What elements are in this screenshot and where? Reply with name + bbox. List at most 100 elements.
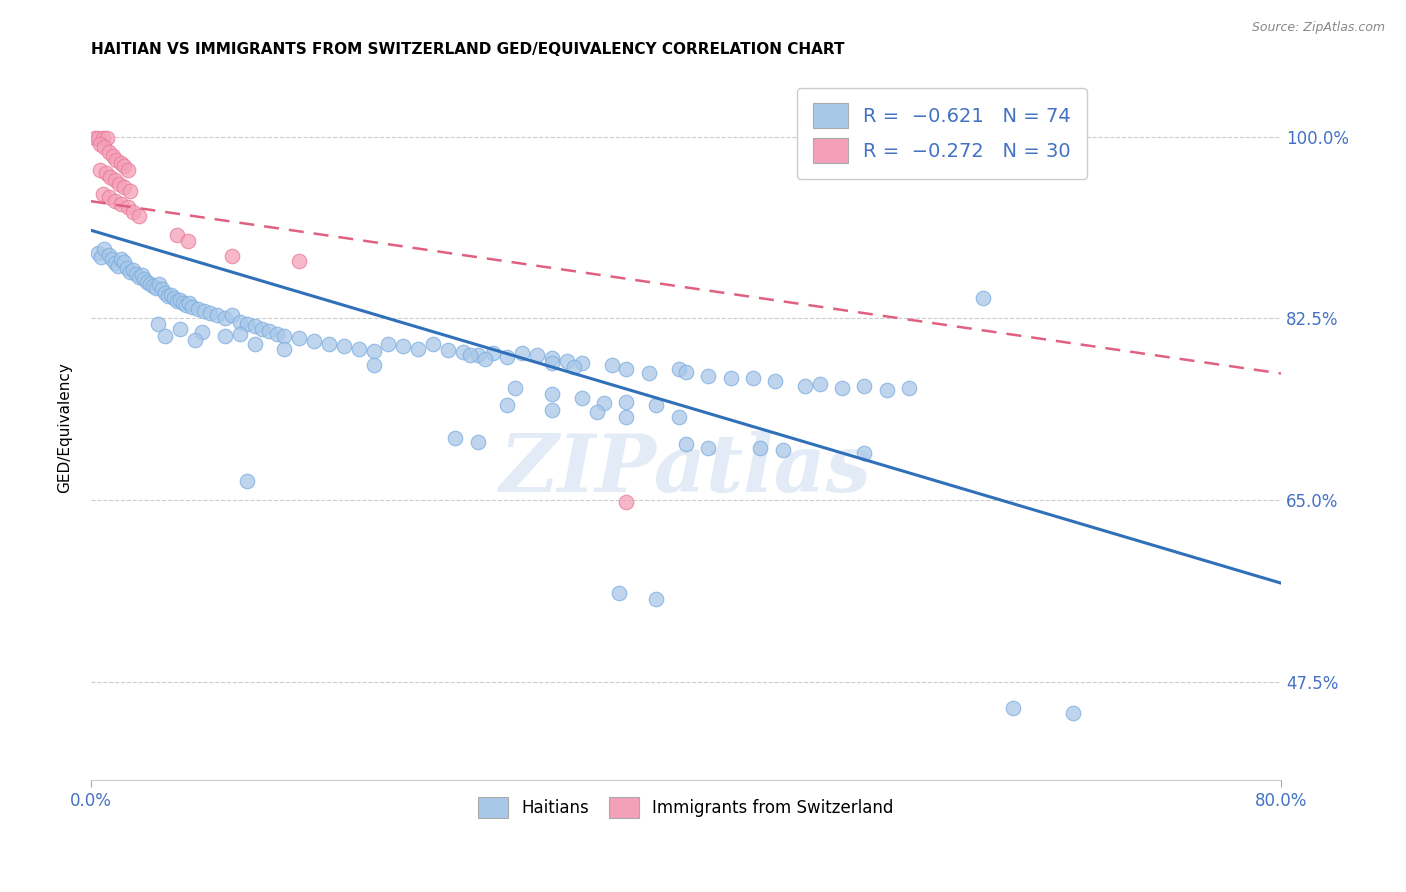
Point	[148, 277, 170, 292]
Point	[89, 137, 111, 152]
Point	[89, 163, 111, 178]
Point	[184, 333, 207, 347]
Point	[97, 190, 120, 204]
Point	[510, 345, 533, 359]
Point	[600, 358, 623, 372]
Point	[169, 322, 191, 336]
Point	[363, 358, 385, 372]
Point	[236, 317, 259, 331]
Legend: Haitians, Immigrants from Switzerland: Haitians, Immigrants from Switzerland	[471, 790, 900, 825]
Point	[645, 591, 668, 606]
Point	[87, 131, 110, 145]
Point	[496, 398, 519, 412]
Point	[91, 186, 114, 201]
Point	[236, 475, 259, 489]
Point	[972, 291, 994, 305]
Point	[90, 250, 112, 264]
Point	[392, 339, 415, 353]
Point	[637, 367, 659, 381]
Text: ZIPatlas: ZIPatlas	[501, 431, 872, 508]
Point	[145, 281, 167, 295]
Point	[675, 366, 697, 380]
Point	[228, 326, 250, 341]
Point	[105, 153, 128, 167]
Point	[541, 356, 564, 370]
Point	[347, 342, 370, 356]
Point	[221, 309, 243, 323]
Point	[363, 343, 385, 358]
Point	[1062, 706, 1084, 720]
Point	[191, 325, 214, 339]
Point	[458, 348, 481, 362]
Point	[898, 381, 921, 395]
Point	[451, 344, 474, 359]
Point	[318, 337, 340, 351]
Point	[720, 370, 742, 384]
Point	[697, 441, 720, 455]
Point	[616, 410, 638, 425]
Point	[555, 354, 578, 368]
Point	[117, 201, 139, 215]
Point	[302, 334, 325, 349]
Point	[467, 434, 489, 449]
Point	[474, 351, 496, 366]
Point	[174, 298, 197, 312]
Point	[118, 265, 141, 279]
Point	[112, 179, 135, 194]
Point	[853, 446, 876, 460]
Point	[107, 259, 129, 273]
Point	[97, 248, 120, 262]
Point	[763, 374, 786, 388]
Point	[84, 131, 107, 145]
Point	[585, 405, 607, 419]
Point	[121, 262, 143, 277]
Point	[593, 395, 616, 409]
Point	[288, 254, 311, 268]
Point	[675, 437, 697, 451]
Point	[645, 398, 668, 412]
Point	[207, 309, 229, 323]
Point	[128, 269, 150, 284]
Point	[541, 387, 564, 401]
Point	[172, 296, 194, 310]
Point	[98, 170, 121, 185]
Point	[831, 381, 853, 395]
Point	[668, 362, 690, 376]
Point	[134, 272, 156, 286]
Point	[794, 379, 817, 393]
Point	[333, 339, 356, 353]
Point	[169, 293, 191, 307]
Point	[146, 317, 169, 331]
Point	[876, 383, 898, 397]
Point	[179, 296, 201, 310]
Point	[772, 443, 794, 458]
Point	[112, 255, 135, 269]
Point	[100, 252, 122, 267]
Point	[160, 287, 183, 301]
Point	[110, 252, 132, 267]
Point	[406, 342, 429, 356]
Point	[444, 431, 467, 445]
Point	[266, 326, 288, 341]
Point	[163, 291, 186, 305]
Point	[187, 302, 209, 317]
Point	[221, 249, 243, 263]
Point	[243, 318, 266, 333]
Point	[94, 166, 117, 180]
Point	[616, 495, 638, 509]
Point	[181, 300, 204, 314]
Point	[422, 337, 444, 351]
Point	[467, 348, 489, 362]
Point	[104, 256, 127, 270]
Point	[749, 441, 772, 455]
Point	[481, 345, 503, 359]
Point	[139, 277, 162, 292]
Point	[117, 163, 139, 178]
Point	[228, 315, 250, 329]
Point	[112, 159, 135, 173]
Text: HAITIAN VS IMMIGRANTS FROM SWITZERLAND GED/EQUIVALENCY CORRELATION CHART: HAITIAN VS IMMIGRANTS FROM SWITZERLAND G…	[91, 42, 845, 57]
Point	[214, 311, 236, 326]
Point	[198, 306, 221, 320]
Point	[808, 376, 831, 391]
Point	[103, 148, 125, 162]
